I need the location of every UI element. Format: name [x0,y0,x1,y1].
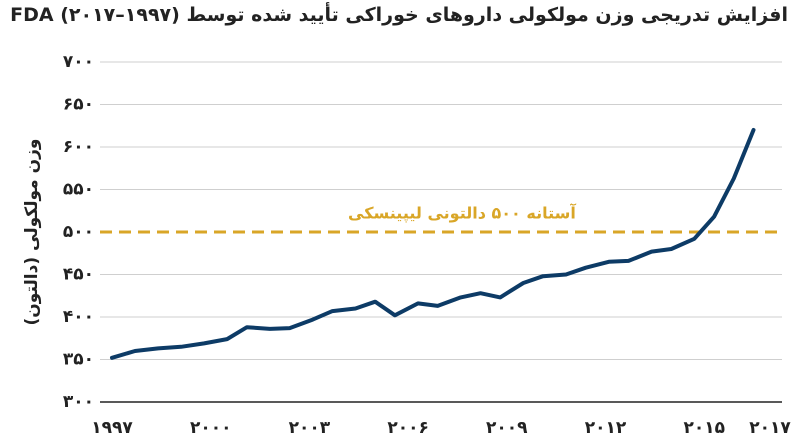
x-tick-label-2006: ۲۰۰۶ [387,418,429,438]
chart-title: افزایش تدریجی وزن مولکولی داروهای خوراکی… [10,4,788,26]
threshold-label: آستانه ۵۰۰ دالتونی لیپینسکی [348,203,576,224]
series-line-0 [110,128,756,360]
threshold-layer: آستانه ۵۰۰ دالتونی لیپینسکی [100,203,782,234]
x-tick-label-2003: ۲۰۰۳ [289,418,331,438]
y-tick-label-400: ۴۰۰ [63,307,94,327]
y-tick-label-300: ۳۰۰ [63,392,94,412]
y-tick-label-700: ۷۰۰ [63,52,94,72]
y-tick-label-550: ۵۵۰ [63,180,94,200]
grid-layer [100,61,782,403]
y-tick-label-500: ۵۰۰ [63,222,94,242]
x-tick-label-2009: ۲۰۰۹ [486,418,528,438]
x-tick-label-2012: ۲۰۱۲ [585,418,627,438]
y-tick-label-600: ۶۰۰ [63,137,94,157]
series-layer [110,128,756,360]
x-tick-label-2015: ۲۰۱۵ [683,418,725,438]
y-tick-label-450: ۴۵۰ [63,265,94,285]
x-tick-label-2000: ۲۰۰۰ [190,418,232,438]
x-tick-label-1997: ۱۹۹۷ [91,418,133,438]
y-axis-label: وزن مولکولی (دالتون) [22,139,42,326]
y-tick-label-650: ۶۵۰ [63,95,94,115]
tick-layer: ۳۰۰ ۳۵۰ ۴۰۰ ۴۵۰ ۵۰۰ ۵۵۰ ۶۰۰ ۶۵۰ ۷۰۰ ۱۹۹۷ ۲۰۰۰ ۲۰۰۳ ۲… [63,52,792,438]
y-tick-label-350: ۳۵۰ [63,350,94,370]
x-tick-label-2017: ۲۰۱۷ [749,418,791,438]
